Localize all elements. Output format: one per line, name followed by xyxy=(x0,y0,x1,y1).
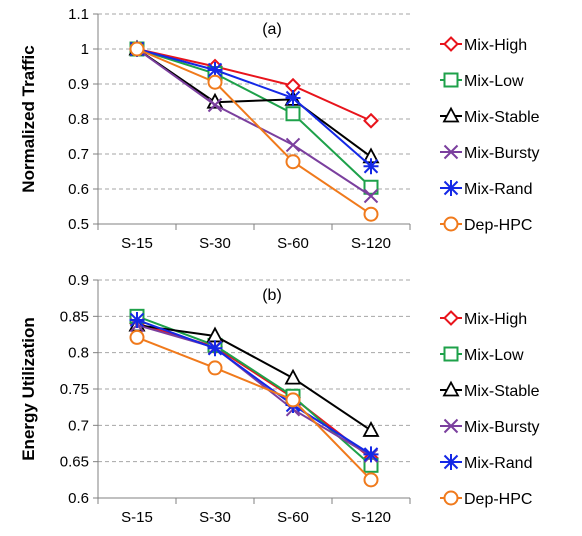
data-point xyxy=(285,106,301,122)
panel-label: (a) xyxy=(262,21,282,38)
data-point xyxy=(363,112,379,129)
y-tick-label: 0.8 xyxy=(68,111,89,128)
data-point xyxy=(363,188,379,204)
series-line xyxy=(136,324,372,457)
series-line xyxy=(136,48,372,168)
legend-label: Dep-HPC xyxy=(464,491,532,508)
data-point xyxy=(284,368,302,385)
legend-marker xyxy=(443,310,459,326)
series-line xyxy=(136,48,372,216)
legend-label: Dep-HPC xyxy=(464,217,532,234)
legend-label: Mix-Rand xyxy=(464,181,532,198)
data-point xyxy=(207,360,223,376)
legend-marker xyxy=(443,216,459,232)
legend-label: Mix-Low xyxy=(464,347,524,364)
series-dep-hpc xyxy=(129,41,379,222)
legend-marker xyxy=(443,490,459,506)
y-tick-label: 0.65 xyxy=(60,454,89,471)
data-point xyxy=(363,446,379,463)
panel-label: (b) xyxy=(262,287,282,304)
legend-marker xyxy=(442,106,460,123)
series-mix-bursty xyxy=(129,317,379,464)
x-tick-label: S-120 xyxy=(351,235,391,252)
y-tick-label: 0.9 xyxy=(68,272,89,289)
y-tick-label: 1 xyxy=(81,41,89,58)
series-line xyxy=(136,48,372,158)
y-tick-label: 1.1 xyxy=(68,6,89,23)
x-tick-label: S-60 xyxy=(277,235,309,252)
legend-label: Mix-High xyxy=(464,37,527,54)
y-tick-label: 0.6 xyxy=(68,181,89,198)
series-line xyxy=(136,48,372,197)
legend-marker xyxy=(443,454,459,470)
legend-marker xyxy=(443,418,459,434)
y-tick-label: 0.9 xyxy=(68,76,89,93)
data-point xyxy=(363,179,379,195)
y-tick-label: 0.7 xyxy=(68,417,89,434)
legend-label: Mix-High xyxy=(464,311,527,328)
x-tick-label: S-30 xyxy=(199,509,231,526)
panel-b: 0.6 0.65 0.7 0.75 0.8 0.85 0.9 S-15 S-30 S-60 S-12… xyxy=(19,272,540,526)
legend-marker xyxy=(443,72,459,88)
y-tick-label: 0.75 xyxy=(60,381,89,398)
series-line xyxy=(136,48,372,122)
legend: Mix-High Mix-Low Mix-Stable Mix-Bursty Mix-R… xyxy=(440,310,540,508)
series-mix-low xyxy=(129,41,379,195)
data-point xyxy=(285,90,301,106)
x-tick-label: S-120 xyxy=(351,509,391,526)
series-line xyxy=(136,324,372,432)
series-dep-hpc xyxy=(129,329,379,488)
legend-label: Mix-Stable xyxy=(464,383,540,400)
series-mix-stable xyxy=(128,39,380,164)
series-line xyxy=(136,48,372,188)
data-point xyxy=(207,74,223,90)
series-mix-high xyxy=(129,315,379,466)
data-point xyxy=(129,41,145,57)
data-point xyxy=(207,97,223,113)
series-line xyxy=(136,336,372,481)
legend-marker xyxy=(443,180,459,196)
x-tick-label: S-30 xyxy=(199,235,231,252)
x-tick-label: S-15 xyxy=(121,235,153,252)
data-point xyxy=(285,392,301,408)
legend-label: Mix-Bursty xyxy=(464,419,540,436)
data-point xyxy=(129,311,145,328)
data-point xyxy=(207,340,223,357)
legend-marker xyxy=(443,144,459,160)
x-tick-label: S-60 xyxy=(277,509,309,526)
legend-label: Mix-Low xyxy=(464,73,524,90)
data-point xyxy=(363,472,379,488)
data-point xyxy=(285,137,301,153)
data-point xyxy=(362,421,380,437)
y-tick-label: 0.6 xyxy=(68,490,89,507)
legend-marker xyxy=(442,380,460,397)
x-tick-label: S-15 xyxy=(121,509,153,526)
y-tick-label: 0.8 xyxy=(68,345,89,362)
data-point xyxy=(207,62,223,78)
data-point xyxy=(129,329,145,345)
data-point xyxy=(363,158,379,175)
y-tick-label: 0.7 xyxy=(68,146,89,163)
panel-a: 0.5 0.6 0.7 0.8 0.9 1 1.1 S-15 S-30 S-60 S-120 Norm… xyxy=(19,6,540,252)
y-axis-label: Normalized Traffic xyxy=(19,45,38,192)
y-tick-label: 0.85 xyxy=(60,308,89,325)
legend-label: Mix-Rand xyxy=(464,455,532,472)
legend: Mix-High Mix-Low Mix-Stable Mix-Bursty Mix-R… xyxy=(440,36,540,234)
legend-label: Mix-Bursty xyxy=(464,145,540,162)
legend-label: Mix-Stable xyxy=(464,109,540,126)
series-line xyxy=(136,319,372,456)
legend-marker xyxy=(443,36,459,52)
data-point xyxy=(285,154,301,170)
legend-marker xyxy=(443,346,459,362)
data-point xyxy=(363,206,379,222)
y-tick-label: 0.5 xyxy=(68,216,89,233)
series-line xyxy=(136,322,372,459)
y-axis-label: Energy Utilization xyxy=(19,317,38,461)
